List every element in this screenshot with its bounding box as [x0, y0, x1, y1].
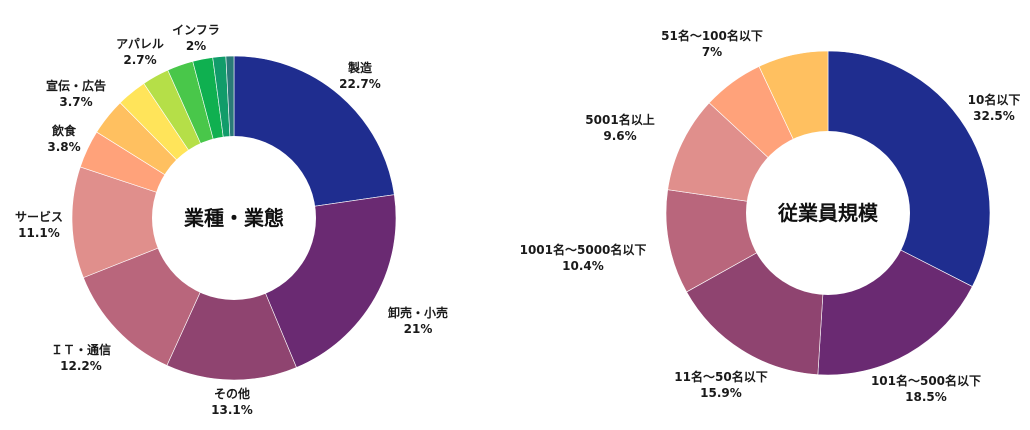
employee-size-chart-title: 従業員規模	[777, 201, 879, 225]
employee-size-donut-hole	[746, 131, 910, 295]
slice-label: 101名～500名以下	[871, 373, 981, 388]
slice-label: 10名以下	[968, 92, 1021, 107]
slice-label: インフラ	[172, 23, 220, 37]
slice-value-label: 9.6%	[603, 129, 636, 143]
slice-label: 5001名以上	[585, 112, 654, 127]
slice-value-label: 2.7%	[123, 53, 156, 67]
slice-value-label: 3.8%	[47, 140, 80, 154]
slice-value-label: 18.5%	[905, 390, 947, 404]
slice-value-label: 15.9%	[700, 386, 742, 400]
industry-donut-chart: 業種・業態 製造 22.7% 卸売・小売 21% その他 13.1% ＩＴ・通信 12.2% サ…	[15, 23, 448, 417]
slice-value-label: 22.7%	[339, 77, 381, 91]
slice-label: 飲食	[51, 123, 77, 138]
slice-label: 11名～50名以下	[674, 369, 767, 384]
slice-value-label: 21%	[404, 322, 433, 336]
slice-label: 宣伝・広告	[46, 78, 106, 93]
slice-value-label: 13.1%	[211, 403, 253, 417]
slice-value-label: 11.1%	[18, 226, 60, 240]
slice-label: 51名～100名以下	[661, 28, 763, 43]
slice-label: 卸売・小売	[388, 305, 448, 320]
slice-value-label: 3.7%	[59, 95, 92, 109]
slice-label: サービス	[15, 209, 63, 224]
slice-value-label: 32.5%	[973, 109, 1015, 123]
slice-label: 製造	[347, 60, 373, 75]
slice-label: アパレル	[116, 37, 164, 51]
industry-chart-title: 業種・業態	[184, 206, 284, 230]
industry-donut-hole	[152, 136, 316, 300]
slice-label: その他	[214, 386, 250, 401]
slice-label: ＩＴ・通信	[51, 342, 111, 357]
employee-size-donut-chart: 従業員規模 10名以下 32.5% 101名～500名以下 18.5% 11名～50名以…	[520, 28, 1021, 404]
slice-value-label: 7%	[702, 45, 722, 59]
slice-value-label: 2%	[186, 39, 206, 53]
slice-value-label: 12.2%	[60, 359, 102, 373]
slice-label: 1001名～5000名以下	[520, 242, 647, 257]
slice-value-label: 10.4%	[562, 259, 604, 273]
